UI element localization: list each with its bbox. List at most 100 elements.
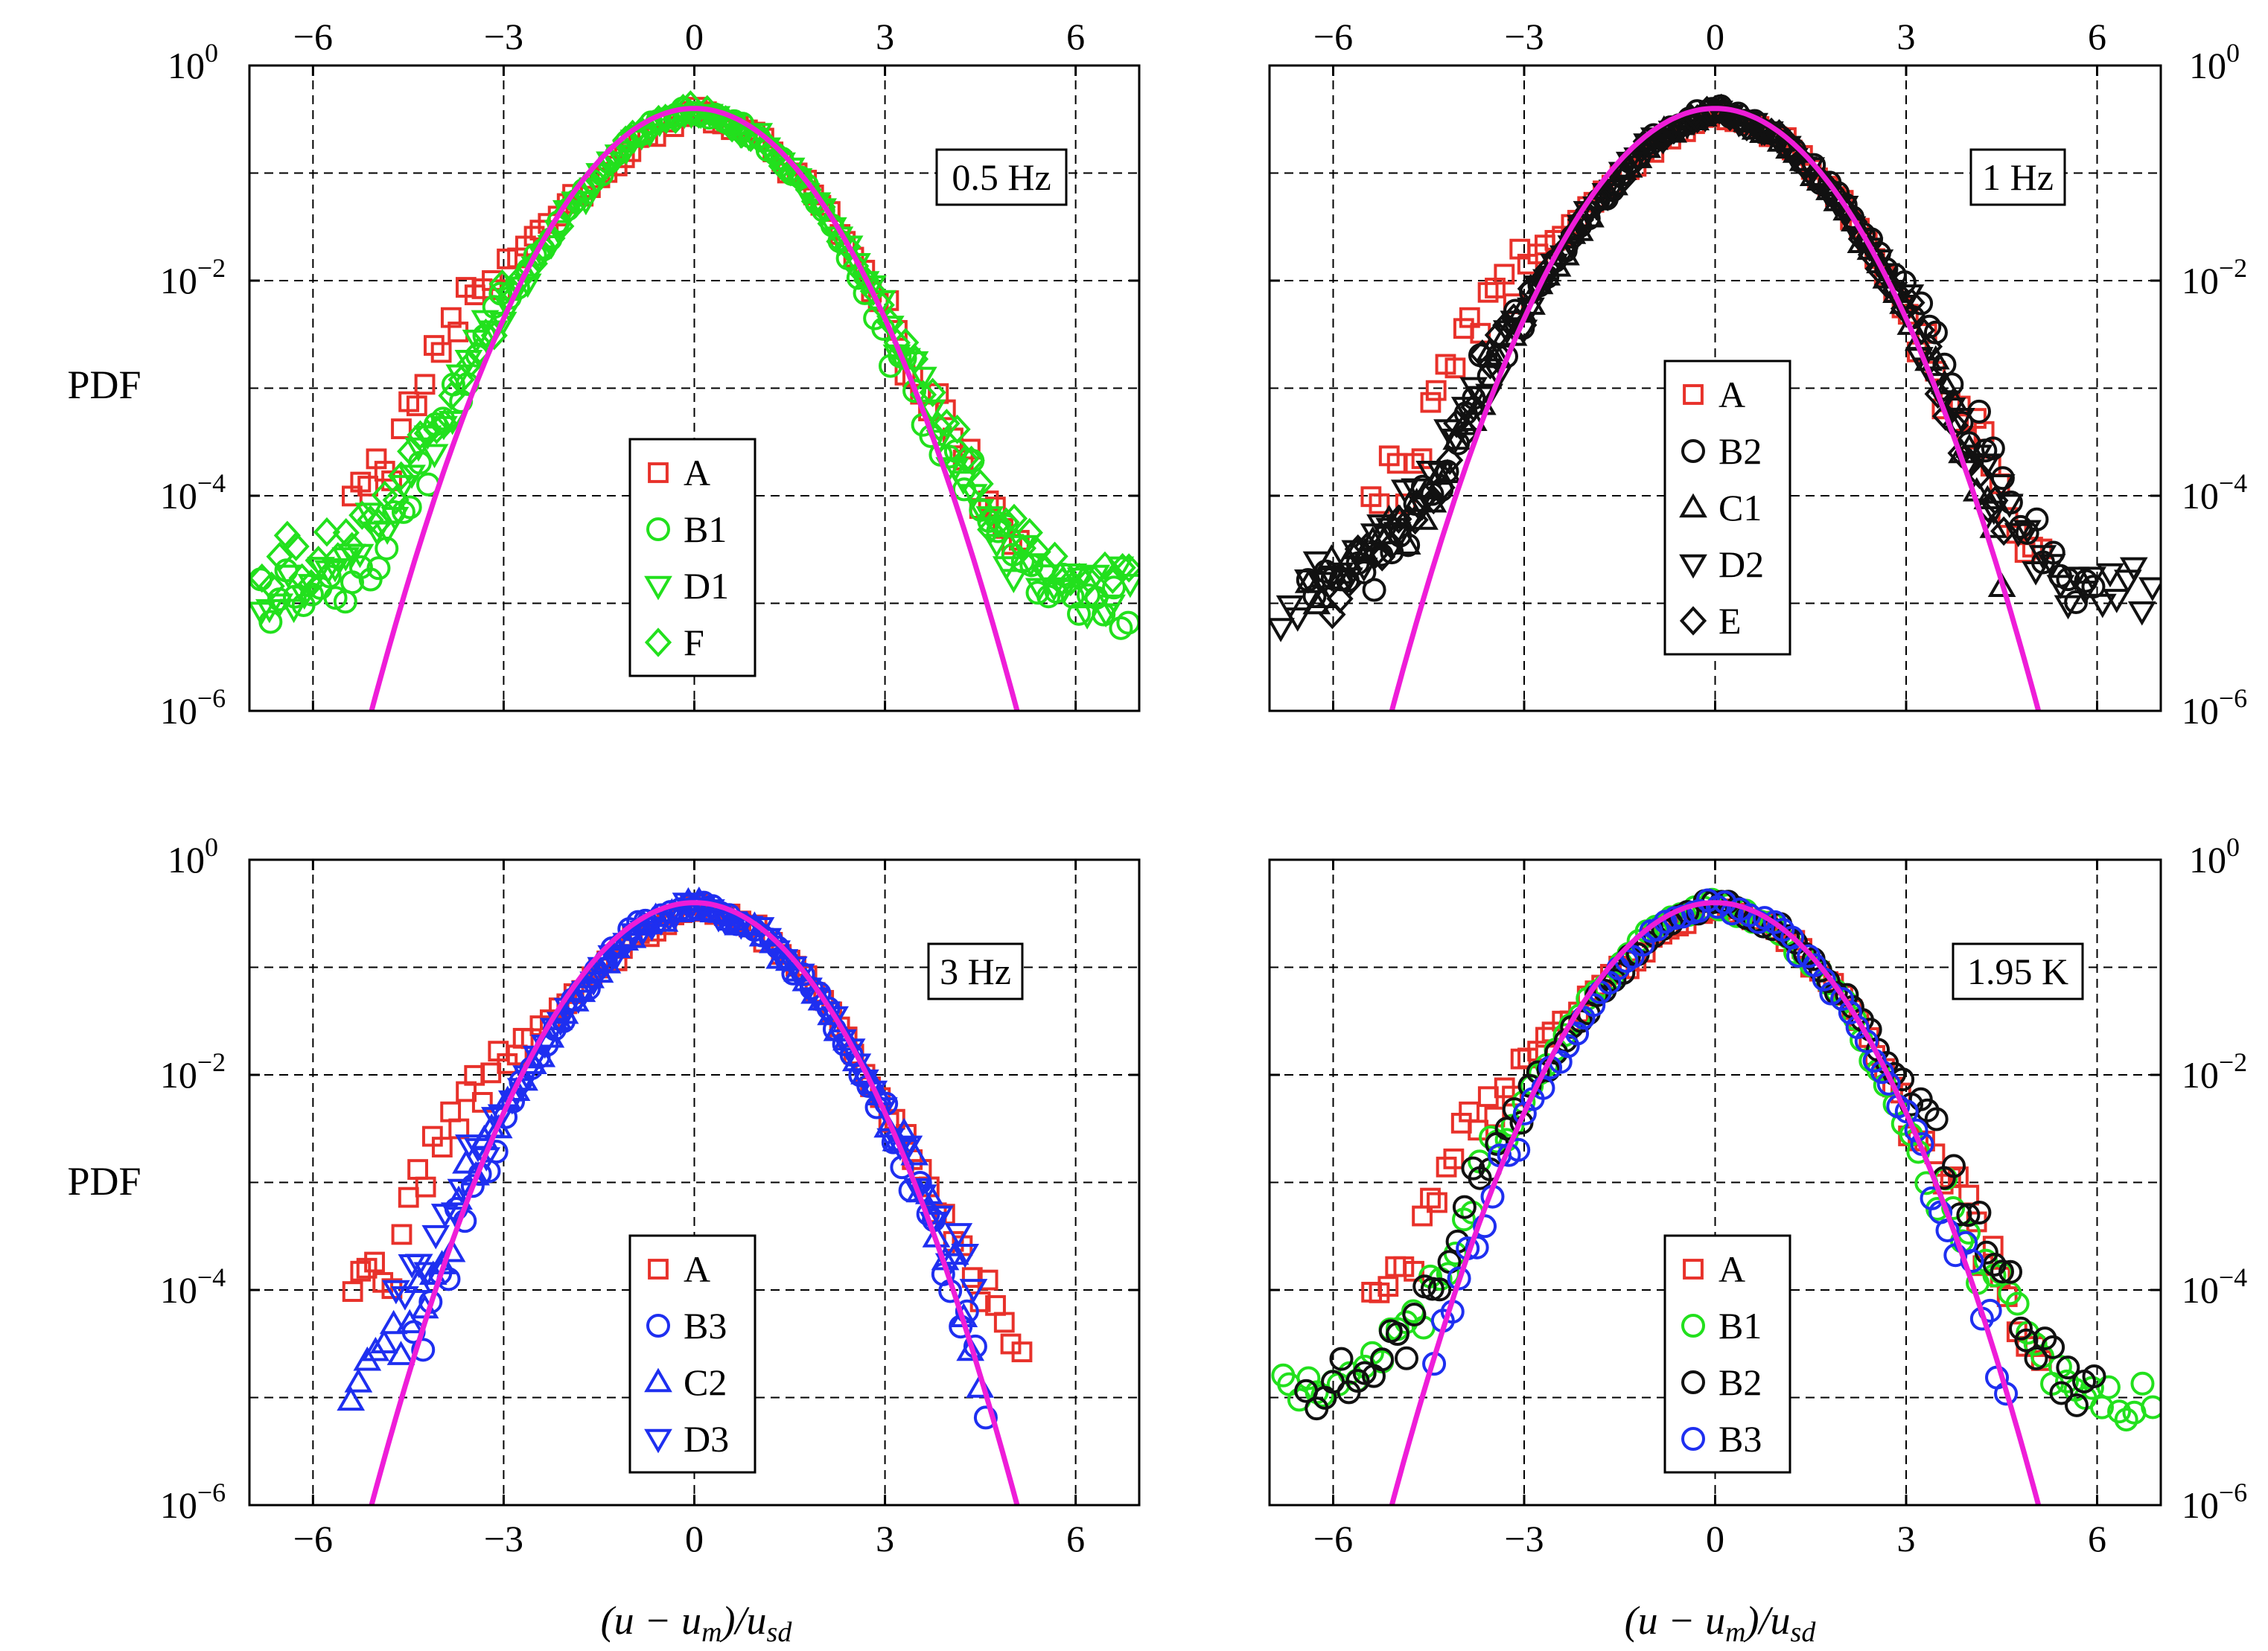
point-F-20 [413,418,441,448]
point-C2-1 [344,1368,373,1393]
point-E-73 [1924,379,1952,409]
point-D3-1 [391,1286,419,1311]
point-D1-1 [255,598,284,624]
point-B1-17 [391,499,415,524]
legend-marker-B1 [1681,1314,1705,1338]
point-B3-69 [973,1405,998,1430]
point-D1-91 [999,569,1028,594]
point-E-20 [1484,320,1512,350]
point-F-86 [958,445,985,476]
point-D2-2 [1283,607,1312,632]
point-A-15 [1484,1106,1506,1128]
point-A-13 [1468,1120,1489,1141]
point-B2-76 [1924,1107,1949,1131]
annotation-label: 3 Hz [940,951,1011,992]
point-A-1 [350,471,372,493]
point-D2-93 [2037,554,2066,578]
point-F-73 [853,265,880,296]
point-E-65 [1857,240,1885,269]
point-D1-29 [488,311,517,336]
annotation-box [927,942,1024,1000]
point-A-12 [1459,307,1480,328]
point-D2-94 [2046,575,2075,599]
legend-label-A: A [1718,1248,1745,1290]
point-D1-90 [992,556,1021,581]
point-E-31 [1575,195,1602,225]
point-F-74 [859,276,887,306]
point-B2-92 [2056,1355,2080,1380]
grid [249,860,1139,1505]
point-A-6 [391,418,412,439]
point-E-11 [1411,482,1439,513]
point-E-25 [1528,265,1555,295]
point-B3-67 [955,1299,979,1323]
legend-marker-B1 [646,517,670,541]
point-A-8 [1425,380,1447,401]
x-tick-label: 3 [1897,1518,1916,1559]
point-A-2 [357,476,379,496]
legend-label-B1: B1 [684,508,727,550]
point-D3-28 [612,933,640,957]
point-D2-96 [2061,566,2090,591]
point-F-16 [382,485,410,515]
point-D1-36 [544,220,573,245]
point-F-25 [456,349,484,380]
point-F-2 [266,541,293,572]
point-E-34 [1602,170,1630,201]
point-C2-12 [437,1237,466,1262]
legend-marker-E [1679,606,1707,636]
point-C2-23 [527,1043,556,1067]
legend: A B3 C2 D3 [628,1234,756,1474]
point-F-45 [619,119,646,150]
legend-label-B3: B3 [1718,1418,1762,1460]
point-B3-57 [1894,1099,1919,1124]
point-B3-3 [1447,1266,1471,1291]
point-A-11 [1453,318,1474,339]
point-D3-66 [926,1205,954,1230]
point-B2-81 [1966,399,1991,424]
y-tick-label: 10−4 [160,1262,226,1311]
point-A-16 [1494,264,1515,285]
point-B1-89 [2005,1291,2030,1316]
panel-top-left: −6 −3 0 3 6 100 10−2 10−4 10−6 0.5 Hz A B1 D1 F [160,16,1141,732]
annotation-label: 1 Hz [1982,156,2054,198]
point-D2-87 [1987,474,2016,499]
point-A-75 [959,438,981,460]
point-F-14 [365,508,392,538]
y-tick-label: 100 [2189,38,2240,86]
point-D2-97 [2071,581,2100,605]
point-B1-79 [902,379,927,403]
point-F-66 [794,175,822,205]
point-C1-84 [1987,572,2016,597]
point-E-12 [1420,485,1447,515]
point-B1-9 [323,586,348,610]
point-C2-4 [369,1329,398,1354]
y-tick-label: 100 [2189,832,2240,881]
gaussian-curve [1389,900,2042,1505]
point-E-6 [1369,542,1396,572]
point-B2-80 [1956,1203,1981,1227]
legend-label-A: A [684,452,710,494]
x-tick-label: −3 [484,16,523,57]
gaussian-curve [369,106,1020,711]
point-A-9 [414,374,436,395]
point-F-28 [480,320,508,351]
point-A-8 [407,1159,429,1180]
point-B2-95 [2082,1364,2106,1388]
legend-label-D2: D2 [1718,543,1764,585]
point-D3-0 [381,1280,410,1305]
point-F-81 [919,377,946,408]
point-F-85 [952,444,980,474]
point-B2-87 [2014,1328,2039,1353]
y-tick-label: 10−6 [2182,1478,2247,1526]
point-B1-99 [1067,601,1092,626]
point-A-14 [1477,281,1499,303]
point-E-17 [1460,392,1488,422]
data-layer [1270,93,2161,642]
point-E-49 [1726,106,1754,137]
point-D3-33 [654,907,684,933]
point-F-77 [883,328,911,358]
point-B3-65 [1960,1249,1984,1274]
point-E-72 [1915,331,1943,362]
point-F-75 [867,290,895,320]
